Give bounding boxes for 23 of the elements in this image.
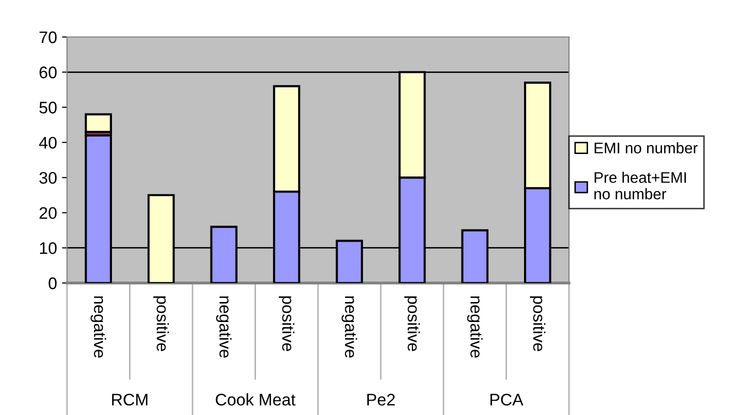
x-tick-label: negative	[467, 296, 483, 358]
text: RCM	[112, 394, 148, 406]
x-tick-label: positive	[530, 296, 546, 352]
x-tick-label: negative	[342, 296, 358, 358]
y-tick-label: 40	[39, 136, 57, 149]
y-tick-label: 70	[40, 31, 57, 44]
text: PCA	[490, 394, 524, 406]
x-tick-label: positive	[153, 296, 169, 352]
y-tick-label: 20	[40, 207, 57, 219]
bar	[84, 113, 112, 133]
text: Cook Meat	[216, 393, 296, 406]
x-tick-label: positive	[278, 296, 294, 352]
y-tick-label: 10	[40, 242, 57, 254]
x-tick-label: negative	[90, 296, 106, 358]
y-tick-label: 0	[48, 277, 57, 290]
legend-label: Pre heat+EMI no number	[594, 172, 686, 200]
y-tick-label: 60	[40, 66, 57, 78]
x-tick-label: positive	[404, 296, 420, 352]
x-tick-label: negative	[216, 296, 232, 358]
y-tick-label: 30	[39, 172, 57, 184]
legend-label: EMI no number	[594, 142, 698, 154]
y-tick-label: 50	[39, 102, 57, 114]
text: Pe2	[367, 394, 395, 406]
